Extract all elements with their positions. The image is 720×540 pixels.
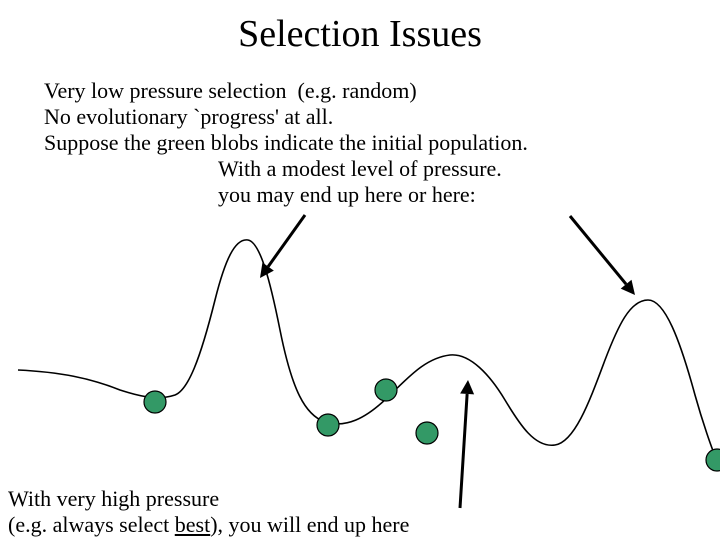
arrow-head-2: [460, 380, 474, 394]
bottom-line-2b: best: [175, 512, 210, 537]
arrow-shaft-0: [268, 215, 305, 267]
body-line-3: Suppose the green blobs indicate the ini…: [44, 130, 528, 155]
body-line-1: Very low pressure selection (e.g. random…: [44, 78, 417, 103]
slide-title: Selection Issues: [0, 12, 720, 56]
blob-3: [416, 422, 438, 444]
bottom-line-2a: (e.g. always select: [8, 512, 175, 537]
body-line-2: No evolutionary `progress' at all.: [44, 104, 333, 129]
arrows-group: [260, 215, 635, 508]
slide: Selection Issues Very low pressure selec…: [0, 0, 720, 540]
bottom-line-2c: ), you will end up here: [210, 512, 409, 537]
bottom-line-2: (e.g. always select best), you will end …: [8, 512, 409, 537]
body-line-4: With a modest level of pressure.: [218, 156, 502, 181]
fitness-curve: [18, 240, 718, 463]
arrow-head-1: [621, 280, 635, 295]
arrow-shaft-1: [570, 216, 626, 284]
blob-2: [375, 379, 397, 401]
blobs-group: [144, 379, 720, 471]
arrow-shaft-2: [460, 394, 467, 508]
arrow-head-0: [260, 263, 274, 278]
blob-0: [144, 391, 166, 413]
body-line-5: you may end up here or here:: [218, 182, 476, 207]
bottom-line-1: With very high pressure: [8, 486, 219, 511]
blob-1: [317, 414, 339, 436]
blob-4: [706, 449, 720, 471]
